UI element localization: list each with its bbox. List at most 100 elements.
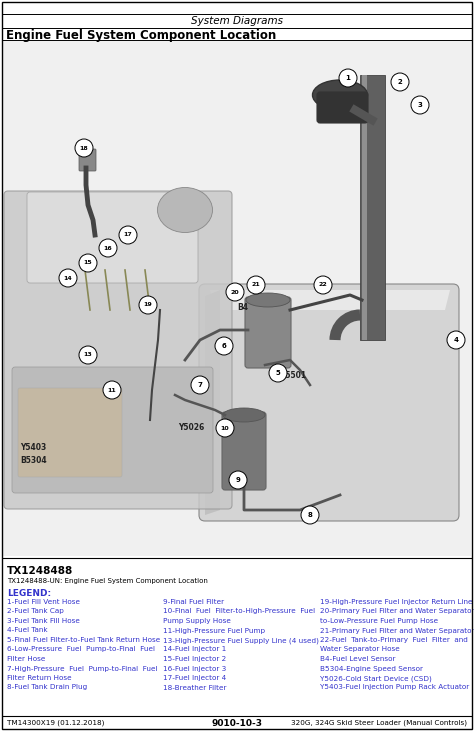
Text: 20-Primary Fuel Filter and Water Separator-: 20-Primary Fuel Filter and Water Separat…	[320, 608, 474, 615]
Circle shape	[391, 73, 409, 91]
Text: 15: 15	[83, 260, 92, 265]
Text: 10: 10	[221, 425, 229, 431]
Text: 22-Fuel  Tank-to-Primary  Fuel  Filter  and: 22-Fuel Tank-to-Primary Fuel Filter and	[320, 637, 468, 643]
Text: 8-Fuel Tank Drain Plug: 8-Fuel Tank Drain Plug	[7, 684, 87, 691]
Text: 18: 18	[80, 145, 88, 151]
Text: 9-Final Fuel Filter: 9-Final Fuel Filter	[163, 599, 224, 605]
Text: 7-High-Pressure  Fuel  Pump-to-Final  Fuel: 7-High-Pressure Fuel Pump-to-Final Fuel	[7, 665, 157, 672]
Text: TX1248488-UN: Engine Fuel System Component Location: TX1248488-UN: Engine Fuel System Compone…	[7, 578, 208, 584]
Circle shape	[79, 254, 97, 272]
Text: 14: 14	[64, 276, 73, 281]
Text: 6: 6	[222, 343, 227, 349]
FancyBboxPatch shape	[199, 284, 459, 521]
Circle shape	[75, 139, 93, 157]
Text: Y5026-Cold Start Device (CSD): Y5026-Cold Start Device (CSD)	[320, 675, 432, 681]
Text: to-Low-Pressure Fuel Pump Hose: to-Low-Pressure Fuel Pump Hose	[320, 618, 438, 624]
Text: 4-Fuel Tank: 4-Fuel Tank	[7, 627, 47, 634]
FancyBboxPatch shape	[317, 92, 368, 123]
Text: 9010-10-3: 9010-10-3	[211, 719, 263, 727]
Text: B4-Fuel Level Sensor: B4-Fuel Level Sensor	[320, 656, 395, 662]
Bar	[360, 75, 385, 340]
FancyBboxPatch shape	[27, 192, 198, 283]
Text: 19: 19	[144, 303, 152, 308]
FancyBboxPatch shape	[18, 388, 122, 477]
Text: 21-Primary Fuel Filter and Water Separator: 21-Primary Fuel Filter and Water Separat…	[320, 627, 474, 634]
Text: 20: 20	[231, 289, 239, 295]
Circle shape	[229, 471, 247, 489]
Polygon shape	[210, 290, 450, 310]
Text: 6-Low-Pressure  Fuel  Pump-to-Final  Fuel: 6-Low-Pressure Fuel Pump-to-Final Fuel	[7, 646, 155, 653]
Text: 17: 17	[124, 232, 132, 238]
Circle shape	[139, 296, 157, 314]
Text: 10-Final  Fuel  Filter-to-High-Pressure  Fuel: 10-Final Fuel Filter-to-High-Pressure Fu…	[163, 608, 315, 615]
Text: 5: 5	[275, 370, 281, 376]
Text: 17-Fuel Injector 4: 17-Fuel Injector 4	[163, 675, 226, 681]
Circle shape	[226, 283, 244, 301]
FancyBboxPatch shape	[245, 297, 291, 368]
Text: 2: 2	[398, 79, 402, 85]
Bar	[362, 75, 367, 340]
Bar	[3, 40, 471, 556]
Circle shape	[215, 337, 233, 355]
Circle shape	[339, 69, 357, 87]
Circle shape	[301, 506, 319, 524]
Text: 3-Fuel Tank Fill Hose: 3-Fuel Tank Fill Hose	[7, 618, 80, 624]
Circle shape	[191, 376, 209, 394]
Text: 8: 8	[308, 512, 312, 518]
Text: Y5403-Fuel Injection Pump Rack Actuator: Y5403-Fuel Injection Pump Rack Actuator	[320, 684, 469, 691]
Text: 19-High-Pressure Fuel Injector Return Line: 19-High-Pressure Fuel Injector Return Li…	[320, 599, 473, 605]
Text: Engine Fuel System Component Location: Engine Fuel System Component Location	[6, 29, 276, 42]
Text: 13-High-Pressure Fuel Supply Line (4 used): 13-High-Pressure Fuel Supply Line (4 use…	[163, 637, 319, 643]
FancyBboxPatch shape	[12, 367, 213, 493]
Text: B5304: B5304	[20, 456, 46, 465]
Text: 11: 11	[108, 387, 117, 393]
Text: Water Separator Hose: Water Separator Hose	[320, 646, 400, 653]
Text: Filter Hose: Filter Hose	[7, 656, 46, 662]
Text: 9: 9	[236, 477, 240, 483]
Text: 16: 16	[104, 246, 112, 251]
Circle shape	[99, 239, 117, 257]
Circle shape	[411, 96, 429, 114]
Text: 7: 7	[198, 382, 202, 388]
Text: Y5403: Y5403	[20, 443, 46, 452]
Text: 14-Fuel Injector 1: 14-Fuel Injector 1	[163, 646, 226, 653]
Text: TM14300X19 (01.12.2018): TM14300X19 (01.12.2018)	[7, 720, 104, 727]
FancyBboxPatch shape	[222, 412, 266, 490]
Text: Pump Supply Hose: Pump Supply Hose	[163, 618, 231, 624]
Text: B4: B4	[237, 303, 248, 312]
Text: 320G, 324G Skid Steer Loader (Manual Controls): 320G, 324G Skid Steer Loader (Manual Con…	[291, 720, 467, 727]
Text: 16-Fuel Injector 3: 16-Fuel Injector 3	[163, 665, 226, 672]
Text: 15-Fuel Injector 2: 15-Fuel Injector 2	[163, 656, 226, 662]
Circle shape	[103, 381, 121, 399]
Text: 1-Fuel Fill Vent Hose: 1-Fuel Fill Vent Hose	[7, 599, 80, 605]
Polygon shape	[205, 290, 220, 515]
Circle shape	[247, 276, 265, 294]
Text: Y5026: Y5026	[178, 423, 204, 432]
Text: Y5501: Y5501	[280, 371, 306, 380]
Text: 3: 3	[418, 102, 422, 108]
Ellipse shape	[223, 408, 265, 422]
Text: TX1248488: TX1248488	[7, 566, 73, 576]
FancyBboxPatch shape	[4, 191, 232, 509]
Circle shape	[216, 419, 234, 437]
Text: 21: 21	[252, 282, 260, 287]
Ellipse shape	[157, 187, 212, 232]
Circle shape	[119, 226, 137, 244]
Text: 18-Breather Filter: 18-Breather Filter	[163, 684, 227, 691]
Ellipse shape	[312, 80, 367, 110]
Circle shape	[447, 331, 465, 349]
Ellipse shape	[246, 293, 290, 307]
Text: 13: 13	[83, 352, 92, 357]
Circle shape	[314, 276, 332, 294]
FancyBboxPatch shape	[79, 149, 96, 171]
Text: LEGEND:: LEGEND:	[7, 589, 51, 598]
Text: Filter Return Hose: Filter Return Hose	[7, 675, 72, 681]
Text: 11-High-Pressure Fuel Pump: 11-High-Pressure Fuel Pump	[163, 627, 265, 634]
Circle shape	[269, 364, 287, 382]
Circle shape	[59, 269, 77, 287]
Text: 2-Fuel Tank Cap: 2-Fuel Tank Cap	[7, 608, 64, 615]
Text: 22: 22	[319, 282, 328, 287]
Text: 4: 4	[454, 337, 458, 343]
Text: 5-Final Fuel Filter-to-Fuel Tank Return Hose: 5-Final Fuel Filter-to-Fuel Tank Return …	[7, 637, 160, 643]
Text: B5304-Engine Speed Sensor: B5304-Engine Speed Sensor	[320, 665, 423, 672]
